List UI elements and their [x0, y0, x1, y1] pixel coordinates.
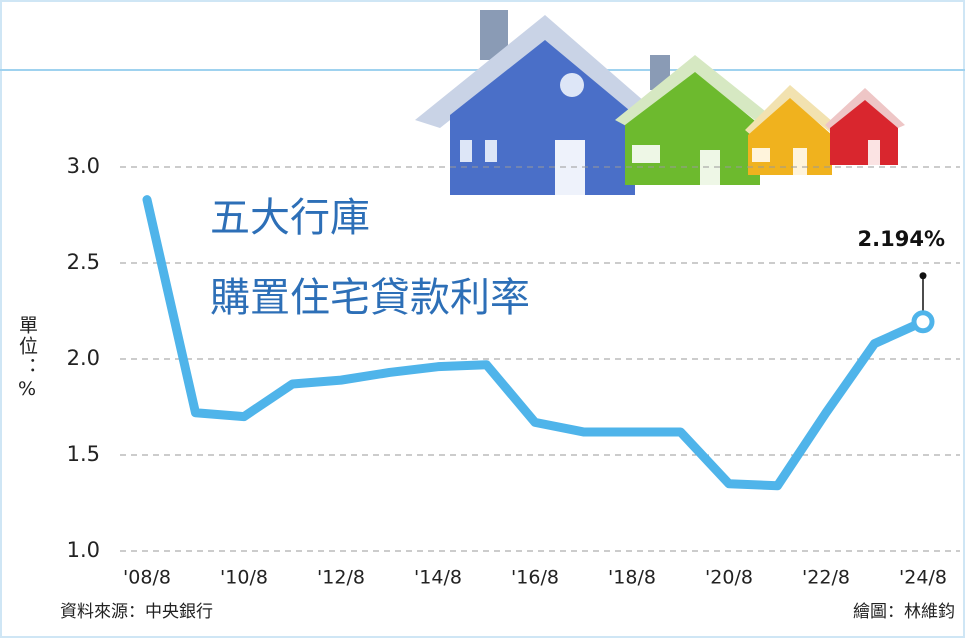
chart-subtitle: 購置住宅貸款利率: [210, 275, 530, 321]
source: 資料來源：中央銀行: [60, 602, 213, 622]
x-tick-label: '12/8: [317, 567, 365, 589]
x-tick-label: '22/8: [802, 567, 850, 589]
x-tick-label: '08/8: [123, 567, 171, 589]
data-line: [142, 195, 928, 491]
houses: [415, 10, 905, 195]
credit: 繪圖：林維鈞: [853, 602, 955, 622]
x-tick-label: '10/8: [220, 567, 268, 589]
x-tick-label: '14/8: [414, 567, 462, 589]
value-label: 2.194%: [858, 227, 945, 251]
y-axis-label: 單位：%: [16, 315, 38, 402]
x-tick-label: '18/8: [608, 567, 656, 589]
y-tick-label: 3.0: [67, 154, 100, 178]
x-tick-label: '24/8: [899, 567, 947, 589]
label-dot: [919, 272, 927, 280]
y-tick-label: 2.0: [67, 346, 100, 370]
end-marker: [911, 310, 935, 334]
x-tick-label: '20/8: [705, 567, 753, 589]
x-tick-label: '16/8: [511, 567, 559, 589]
y-tick-label: 1.0: [67, 538, 100, 562]
y-tick-label: 2.5: [67, 250, 100, 274]
chart-title: 五大行庫: [210, 195, 370, 241]
y-tick-label: 1.5: [67, 442, 100, 466]
